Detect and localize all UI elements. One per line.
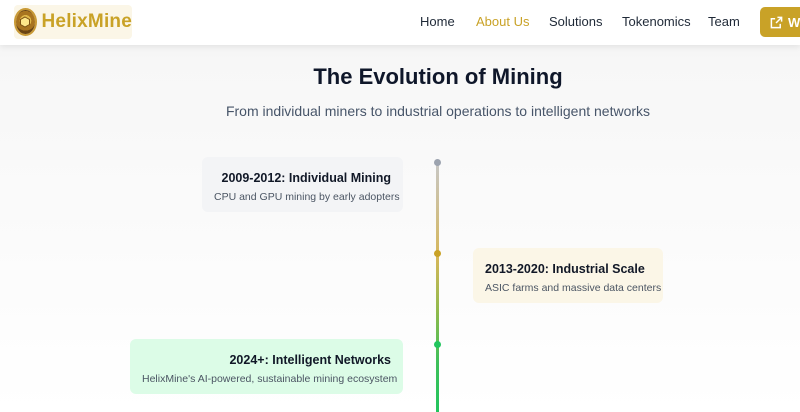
timeline-dot-2	[434, 250, 441, 257]
brand-name: HelixMine	[41, 11, 132, 32]
timeline-dot-1	[434, 159, 441, 166]
timeline-card-1: 2009-2012: Individual Mining CPU and GPU…	[202, 157, 403, 212]
page-subtitle: From individual miners to industrial ope…	[225, 103, 651, 119]
site-header: HelixMine Home About Us Solutions Tokeno…	[0, 0, 800, 45]
timeline-card-description: ASIC farms and massive data centers	[485, 282, 662, 294]
timeline-card-title: 2009-2012: Individual Mining	[221, 171, 392, 185]
timeline-card-description: HelixMine's AI-powered, sustainable mini…	[142, 373, 398, 385]
timeline-line	[436, 162, 439, 412]
nav-team[interactable]: Team	[708, 14, 740, 29]
helix-logo-icon	[16, 10, 35, 34]
timeline-card-title: 2013-2020: Industrial Scale	[485, 262, 645, 276]
nav-home[interactable]: Home	[420, 14, 455, 29]
cta-button[interactable]: W	[760, 7, 800, 37]
timeline-card-description: CPU and GPU mining by early adopters	[214, 191, 400, 203]
nav-tokenomics[interactable]: Tokenomics	[622, 14, 691, 29]
hexagon-icon	[20, 16, 31, 28]
page-title: The Evolution of Mining	[313, 64, 563, 89]
nav-solutions[interactable]: Solutions	[549, 14, 603, 29]
timeline-card-2: 2013-2020: Industrial Scale ASIC farms a…	[473, 248, 663, 303]
timeline-card-3: 2024+: Intelligent Networks HelixMine's …	[130, 339, 403, 394]
timeline-card-title: 2024+: Intelligent Networks	[229, 353, 391, 367]
nav-about-us[interactable]: About Us	[476, 14, 530, 29]
brand-link[interactable]: HelixMine	[14, 5, 132, 39]
external-link-icon	[770, 16, 783, 28]
cta-label: W	[788, 14, 800, 30]
timeline-dot-3	[434, 341, 441, 348]
